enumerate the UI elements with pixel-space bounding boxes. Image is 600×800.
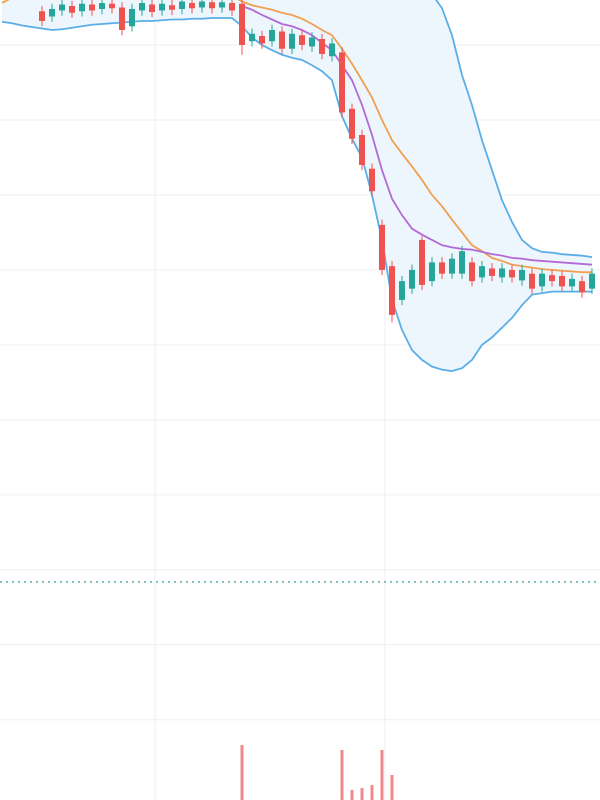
candle-body [79,3,85,12]
candle-body [159,3,165,11]
candle-body [479,266,485,278]
candle-body [419,239,425,285]
candle-body [89,4,95,11]
candle-body [519,269,525,281]
band-fill [2,0,592,372]
candle-body [559,275,565,287]
candle-body [209,2,215,9]
volume-bar [340,750,344,800]
candle-body [429,262,435,282]
volume-bar [390,775,394,800]
candle-body [439,262,445,274]
candle-body [509,269,515,278]
volume-bar [370,785,374,800]
candle-body [219,2,225,8]
candle-body [149,4,155,12]
candle-body [59,4,65,11]
candle-body [359,134,365,165]
candle-body [459,251,465,274]
candle-body [139,2,145,11]
candle-body [499,268,505,278]
candle-body [329,43,335,57]
candle-body [349,108,355,139]
candle-body [319,38,325,54]
candle-body [239,3,245,45]
candle-body [299,35,305,45]
lower-band [1,17,592,373]
candle-body [119,7,125,30]
candle-body [339,52,345,113]
candle-body [399,281,405,300]
candle-body [289,33,295,49]
candle-body [449,258,455,274]
candle-body [249,33,255,42]
moving-average [1,0,592,274]
candle-body [99,2,105,9]
upper-band [435,0,593,259]
candle-body [409,269,415,289]
candle-body [279,31,285,49]
candle-body [569,278,575,287]
candle-body [39,11,45,21]
candle-body [589,273,595,289]
volume-bar [350,790,354,800]
moving-average [241,5,593,266]
candle-body [579,281,585,293]
candle-body [489,268,495,276]
candle-body [259,35,265,44]
candle-body [109,3,115,9]
candle-body [269,29,275,42]
candle-body [539,273,545,287]
candle-body [169,5,175,10]
candle-body [529,273,535,289]
candle-body [189,2,195,9]
volume-bar [360,788,364,800]
candle-body [49,8,55,17]
candle-body [199,1,205,8]
candle-body [69,5,75,13]
volume-bar [240,745,244,800]
candle-body [179,1,185,9]
candle-body [229,2,235,11]
candle-body [379,224,385,270]
candle-body [129,8,135,27]
candle-body [369,168,375,192]
candle-body [549,275,555,282]
volume-bar [380,750,384,800]
candle-body [309,37,315,47]
candle-body [389,266,395,315]
candle-body [469,262,475,282]
